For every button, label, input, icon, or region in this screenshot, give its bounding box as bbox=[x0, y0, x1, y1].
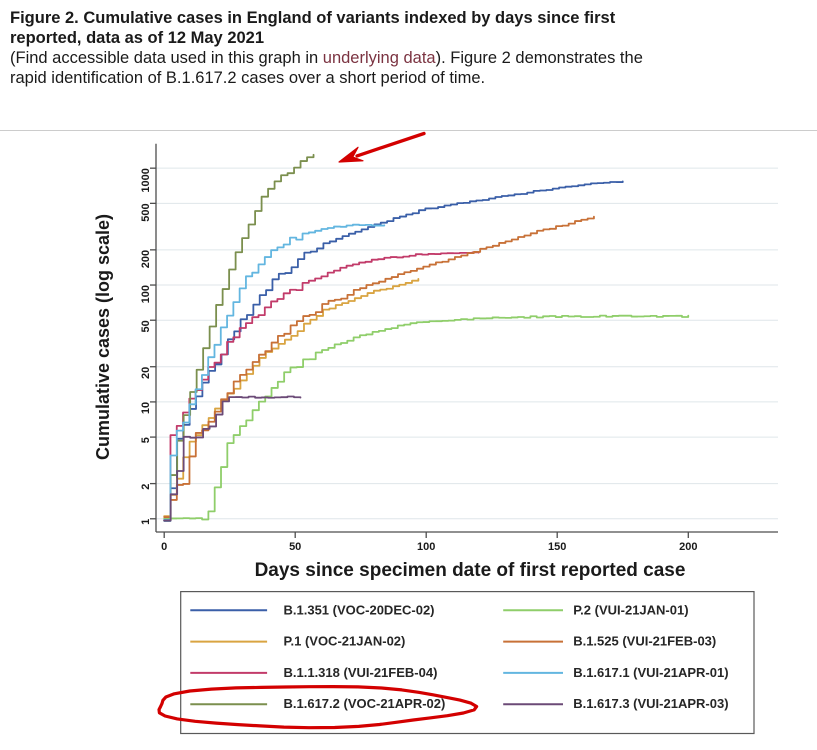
svg-text:B.1.617.2 (VOC-21APR-02): B.1.617.2 (VOC-21APR-02) bbox=[284, 696, 446, 711]
svg-text:200: 200 bbox=[679, 541, 697, 553]
svg-text:B.1.351 (VOC-20DEC-02): B.1.351 (VOC-20DEC-02) bbox=[284, 602, 435, 617]
svg-text:B.1.617.1 (VUI-21APR-01): B.1.617.1 (VUI-21APR-01) bbox=[573, 665, 728, 680]
svg-text:P.2 (VUI-21JAN-01): P.2 (VUI-21JAN-01) bbox=[573, 602, 688, 617]
svg-text:Days since specimen date of fi: Days since specimen date of first report… bbox=[255, 560, 686, 581]
svg-text:200: 200 bbox=[140, 250, 152, 268]
svg-text:B.1.617.3 (VUI-21APR-03): B.1.617.3 (VUI-21APR-03) bbox=[573, 696, 728, 711]
svg-text:B.1.1.318 (VUI-21FEB-04): B.1.1.318 (VUI-21FEB-04) bbox=[284, 665, 438, 680]
svg-text:50: 50 bbox=[289, 541, 301, 553]
svg-text:0: 0 bbox=[161, 541, 167, 553]
svg-text:50: 50 bbox=[140, 320, 152, 332]
svg-text:P.1 (VOC-21JAN-02): P.1 (VOC-21JAN-02) bbox=[284, 634, 406, 649]
svg-text:100: 100 bbox=[417, 541, 435, 553]
svg-text:2: 2 bbox=[140, 484, 152, 490]
svg-text:5: 5 bbox=[140, 437, 152, 443]
svg-text:B.1.525 (VUI-21FEB-03): B.1.525 (VUI-21FEB-03) bbox=[573, 634, 716, 649]
svg-text:1000: 1000 bbox=[140, 168, 152, 192]
svg-text:20: 20 bbox=[140, 367, 152, 379]
svg-text:100: 100 bbox=[140, 285, 152, 303]
svg-text:10: 10 bbox=[140, 402, 152, 414]
svg-text:1: 1 bbox=[140, 519, 152, 525]
svg-text:500: 500 bbox=[140, 203, 152, 221]
svg-text:150: 150 bbox=[548, 541, 566, 553]
svg-text:Cumulative cases (log scale): Cumulative cases (log scale) bbox=[93, 214, 113, 460]
